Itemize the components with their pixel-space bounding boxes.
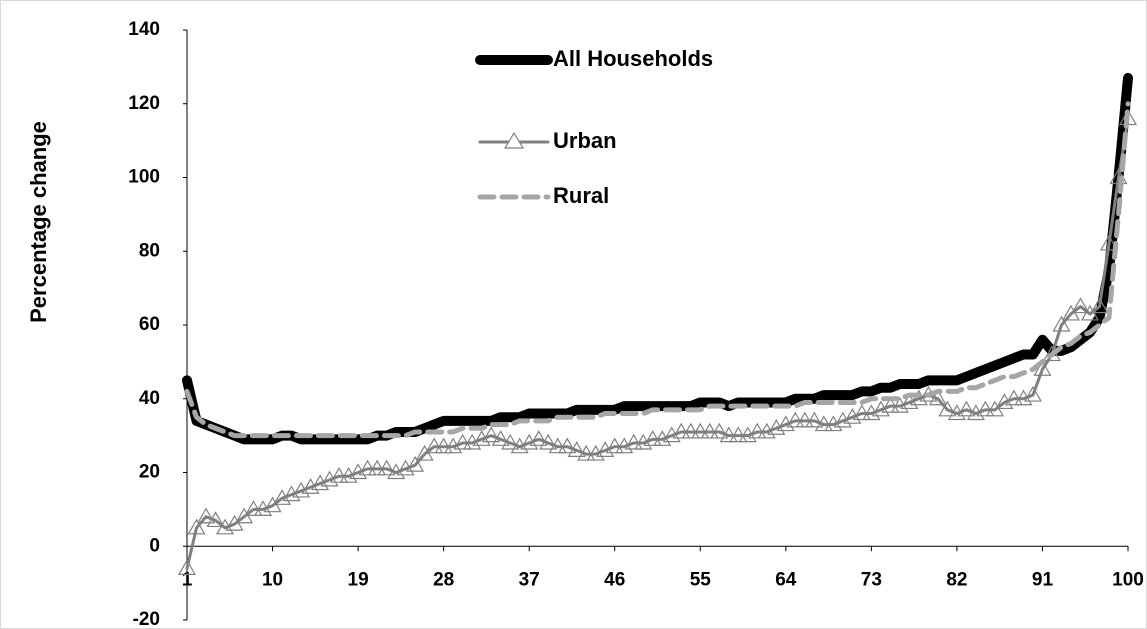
point-marker [928,389,947,406]
point-marker [786,411,805,428]
point-marker [976,400,995,417]
point-marker [957,400,976,417]
x-tick-label: 82 [946,569,967,590]
y-tick-label: 60 [139,314,160,335]
x-tick-label: 19 [348,569,369,590]
point-marker [491,430,510,446]
point-marker [482,426,501,443]
x-tick-label: 28 [433,569,454,590]
y-axis-label: Percentage change [26,121,51,323]
point-marker [700,422,719,439]
point-marker [425,437,444,454]
y-tick-label: 140 [128,19,160,40]
series-line [184,101,1131,439]
series-line [182,72,1133,445]
point-marker [187,518,206,535]
y-tick-label: 0 [149,535,160,556]
point-marker [881,396,900,413]
point-marker [567,441,586,457]
y-tick-label: -20 [133,609,160,629]
point-marker [358,459,377,476]
point-marker [672,422,691,439]
legend-marker [503,131,525,149]
x-tick-label: 100 [1112,569,1144,590]
point-marker [814,415,833,432]
point-marker [1004,389,1023,406]
point-marker [558,437,577,454]
y-tick-label: 20 [139,462,160,483]
point-marker [795,411,814,428]
point-marker [406,455,425,472]
point-marker [1090,297,1109,314]
point-marker [206,511,225,528]
point-marker [196,507,216,524]
x-tick-label: 64 [775,569,797,590]
x-tick-label: 1 [182,569,193,590]
point-marker [748,422,767,439]
point-marker [330,466,349,483]
point-marker [605,437,624,454]
point-marker [691,422,710,439]
point-marker [643,430,662,446]
point-marker [1033,360,1052,376]
point-marker [624,433,643,450]
point-marker [729,426,748,443]
point-marker [681,422,700,439]
y-tick-label: 80 [139,240,160,261]
legend-label: Urban [553,128,617,153]
legend-label: All Households [553,46,713,71]
x-tick-label: 91 [1032,569,1054,590]
y-tick-label: 120 [128,93,160,114]
point-marker [453,433,472,450]
y-tick-label: 100 [128,167,160,188]
point-marker [377,459,396,476]
point-marker [177,559,197,575]
point-marker [368,459,387,476]
point-marker [710,422,729,439]
x-tick-label: 46 [604,569,625,590]
point-marker [548,437,567,454]
legend-label: Rural [553,183,609,208]
x-tick-label: 55 [690,569,712,590]
point-marker [1023,385,1042,402]
point-marker [577,444,596,461]
point-marker [1071,297,1090,314]
point-marker [244,500,263,516]
point-marker [805,411,824,428]
y-tick-label: 40 [139,388,160,409]
point-marker [1099,234,1119,251]
point-marker [529,430,548,446]
x-tick-label: 37 [519,569,540,590]
point-marker [938,400,957,417]
x-tick-label: 73 [861,569,882,590]
point-marker [852,404,871,421]
point-marker [1052,315,1071,332]
point-marker [719,426,738,443]
point-marker [501,433,520,450]
point-marker [539,433,558,450]
point-marker [434,437,453,454]
x-tick-label: 10 [262,569,283,590]
